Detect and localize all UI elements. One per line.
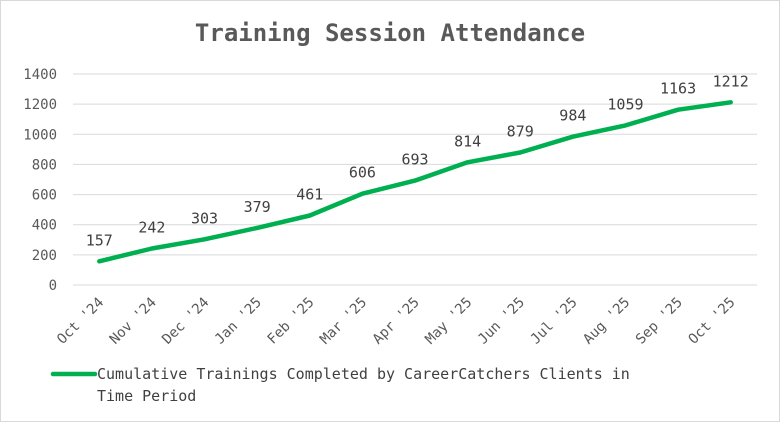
y-tick-label: 1200: [23, 97, 57, 113]
y-tick-label: 200: [32, 248, 57, 264]
legend-label: Time Period: [97, 387, 196, 405]
x-tick-label: Oct '24: [54, 295, 107, 348]
x-tick-label: Jun '25: [475, 295, 528, 348]
x-tick-label: Nov '24: [107, 295, 160, 348]
y-tick-label: 0: [49, 278, 57, 294]
legend-label: Cumulative Trainings Completed by Career…: [97, 365, 630, 383]
y-tick-label: 400: [32, 218, 57, 234]
x-tick-label: May '25: [422, 295, 475, 348]
y-tick-label: 800: [32, 157, 57, 173]
x-tick-label: Jul '25: [528, 295, 581, 348]
x-tick-label: Aug '25: [580, 295, 633, 348]
y-tick-label: 1000: [23, 127, 57, 143]
data-label: 379: [244, 198, 271, 216]
x-tick-label: Dec '24: [159, 295, 212, 348]
data-label: 693: [401, 151, 428, 169]
data-label: 1059: [607, 95, 643, 113]
data-label: 984: [559, 107, 586, 125]
x-tick-label: Feb '25: [265, 295, 318, 348]
chart-title: Training Session Attendance: [195, 19, 585, 47]
x-axis-ticks: Oct '24 Nov '24 Dec '24 Jan '25 Feb '25 Mar '…: [54, 295, 738, 348]
data-label: 461: [296, 186, 323, 204]
y-axis-ticks: 0 200 400 600 800 1000 1200 1400: [23, 67, 57, 294]
data-label: 1212: [713, 72, 749, 90]
data-label: 303: [191, 209, 218, 227]
data-label: 157: [86, 231, 113, 249]
series-line-layer: [97, 100, 733, 264]
data-label: 242: [138, 219, 165, 237]
legend: Cumulative Trainings Completed by Career…: [50, 365, 630, 405]
y-tick-label: 600: [32, 188, 57, 204]
x-tick-label: Sep '25: [633, 295, 686, 348]
data-label: 814: [454, 132, 481, 150]
x-tick-label: Apr '25: [370, 295, 423, 348]
data-label: 1163: [660, 80, 696, 98]
data-label: 879: [507, 123, 534, 141]
series-line: [97, 100, 733, 264]
gridlines: [73, 73, 757, 286]
y-tick-label: 1400: [23, 67, 57, 83]
data-label: 606: [349, 164, 376, 182]
data-labels: 157 242 303 379 461 606 693 814 879 984 1059 1163 12…: [86, 72, 749, 249]
x-tick-label: Mar '25: [317, 295, 370, 348]
x-tick-label: Oct '25: [685, 295, 738, 348]
x-tick-label: Jan '25: [212, 295, 265, 348]
